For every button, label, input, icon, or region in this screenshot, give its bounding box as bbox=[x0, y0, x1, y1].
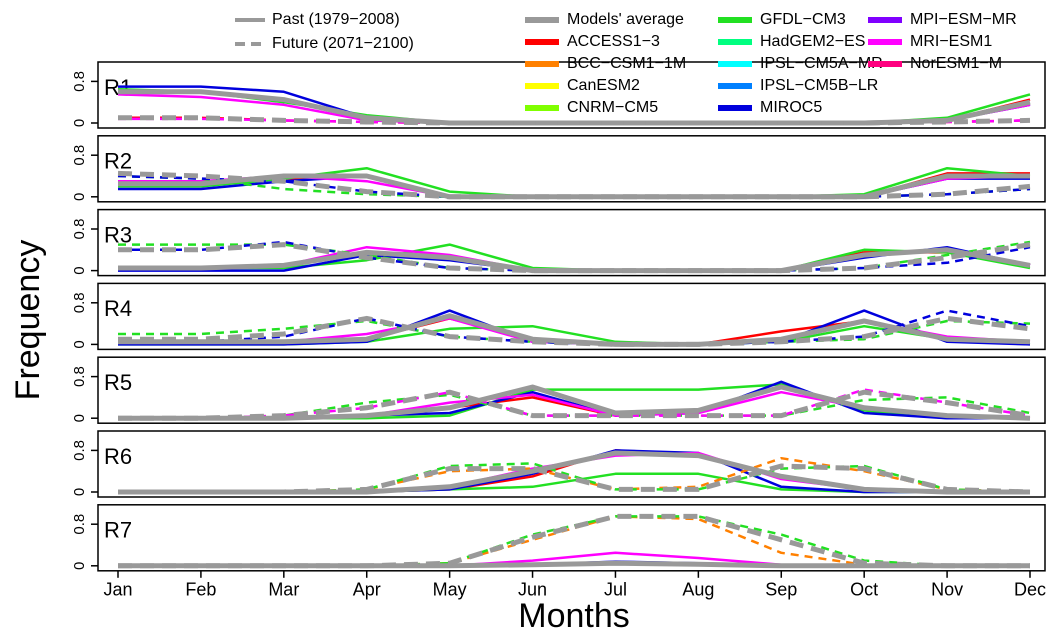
y-tick-label: 0 bbox=[71, 488, 88, 496]
legend-label: ACCESS1−3 bbox=[567, 33, 660, 50]
y-tick-label: 0 bbox=[71, 562, 88, 570]
legend-label: IPSL−CM5A−MR bbox=[760, 55, 883, 72]
series-line bbox=[118, 449, 1030, 494]
series-line bbox=[118, 115, 1031, 126]
series-line bbox=[118, 515, 1030, 568]
x-tick-label: Jan bbox=[103, 580, 132, 600]
legend-label: Past (1979−2008) bbox=[272, 11, 400, 28]
legend-label: MPI−ESM−MR bbox=[910, 11, 1017, 28]
y-tick-label: 0 bbox=[71, 414, 88, 422]
y-tick-label: 0.8 bbox=[71, 219, 88, 240]
series-line bbox=[118, 456, 1031, 494]
panel-frame bbox=[97, 208, 1046, 277]
panel-frame bbox=[97, 356, 1046, 424]
x-tick-label: Aug bbox=[682, 580, 714, 600]
series-line bbox=[118, 247, 1031, 274]
panel-label: R3 bbox=[104, 222, 132, 247]
x-tick-label: May bbox=[433, 580, 467, 600]
series-line bbox=[118, 319, 1031, 346]
x-tick-label: Jul bbox=[604, 580, 627, 600]
legend-label: Future (2071−2100) bbox=[272, 35, 414, 52]
legend-label: Models' average bbox=[567, 11, 684, 28]
y-tick-label: 0 bbox=[71, 193, 88, 201]
y-tick-label: 0.8 bbox=[71, 292, 88, 313]
x-axis-label: Months bbox=[518, 597, 630, 635]
series-line bbox=[118, 451, 1030, 494]
legend-label: CNRM−CM5 bbox=[567, 99, 658, 116]
panel-frame bbox=[97, 504, 1046, 572]
series-line bbox=[118, 240, 1031, 272]
y-axis-label: Frequency bbox=[9, 240, 47, 401]
y-tick-label: 0.8 bbox=[71, 514, 88, 535]
series-line bbox=[118, 515, 1030, 568]
y-tick-label: 0.8 bbox=[71, 366, 88, 387]
series-line bbox=[118, 449, 1030, 494]
panel-label: R4 bbox=[104, 296, 132, 321]
y-tick-label: 0.8 bbox=[71, 440, 88, 461]
series-line bbox=[118, 450, 1030, 495]
x-tick-label: Dec bbox=[1014, 580, 1046, 600]
y-tick-label: 0.8 bbox=[71, 71, 88, 92]
series-line bbox=[118, 313, 1031, 347]
panel-label: R7 bbox=[104, 518, 132, 543]
series-line bbox=[117, 170, 1031, 200]
panel-label: R6 bbox=[104, 444, 132, 469]
x-tick-label: Sep bbox=[765, 580, 797, 600]
legend-label: NorESM1−M bbox=[910, 55, 1002, 72]
panel-label: R2 bbox=[104, 149, 132, 174]
x-tick-label: Nov bbox=[931, 580, 963, 600]
y-tick-label: 0 bbox=[71, 119, 88, 127]
x-tick-label: Oct bbox=[850, 580, 878, 600]
legend-label: GFDL−CM3 bbox=[760, 11, 846, 28]
legend-label: CanESM2 bbox=[567, 77, 640, 94]
legend-label: MRI−ESM1 bbox=[910, 33, 992, 50]
legend-label: MIROC5 bbox=[760, 99, 822, 116]
series-line bbox=[118, 166, 1031, 199]
panel-frame bbox=[97, 282, 1046, 351]
series-line bbox=[118, 513, 1030, 569]
y-tick-label: 0.8 bbox=[71, 145, 88, 166]
y-tick-label: 0 bbox=[71, 340, 88, 348]
x-tick-label: Mar bbox=[268, 580, 299, 600]
legend-label: BCC−CSM1−1M bbox=[567, 55, 686, 72]
legend-label: HadGEM2−ES bbox=[760, 33, 865, 50]
x-tick-label: Feb bbox=[185, 580, 216, 600]
series-line bbox=[118, 462, 1031, 494]
panel-frame bbox=[97, 135, 1046, 203]
panel-label: R5 bbox=[104, 370, 132, 395]
x-tick-label: Jun bbox=[518, 580, 547, 600]
panel-frame bbox=[97, 430, 1046, 498]
series-line bbox=[118, 384, 1031, 421]
y-tick-label: 0 bbox=[71, 266, 88, 274]
series-line bbox=[118, 173, 1030, 200]
legend-label: IPSL−CM5B−LR bbox=[760, 77, 878, 94]
panel-frame bbox=[97, 61, 1046, 129]
x-tick-label: Apr bbox=[353, 580, 381, 600]
